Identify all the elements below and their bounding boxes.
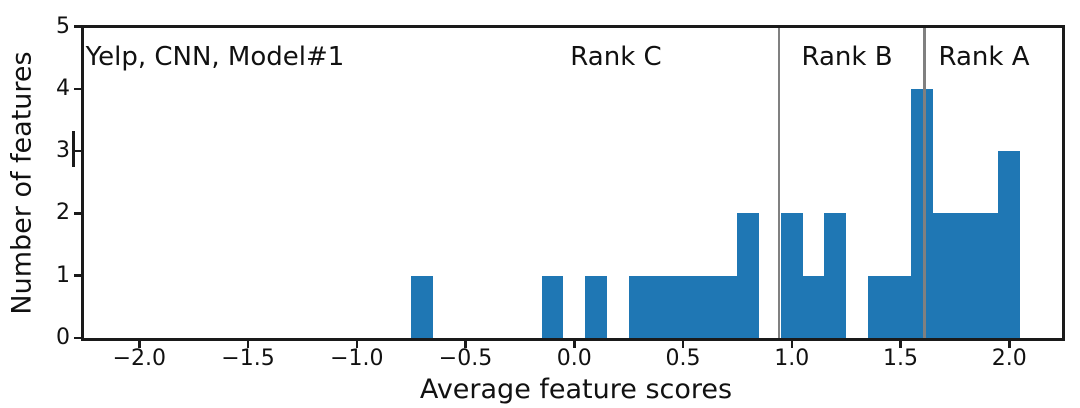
x-tick	[1008, 341, 1011, 348]
x-tick	[246, 341, 250, 348]
histogram-bar	[693, 275, 716, 338]
x-tick-label: 0.0	[556, 346, 592, 371]
x-tick-label: −1.0	[330, 346, 384, 371]
histogram-bar	[933, 213, 955, 338]
x-tick-label: 1.0	[774, 346, 810, 371]
histogram-bar	[715, 275, 738, 338]
y-tick	[74, 25, 81, 28]
y-tick-label: 4	[56, 75, 70, 101]
y-tick-label: 5	[56, 13, 70, 39]
histogram-bar	[411, 275, 433, 338]
y-tick-label: 0	[56, 325, 70, 350]
text-cursor-artifact	[72, 131, 75, 167]
x-tick	[573, 341, 576, 348]
histogram-bar	[650, 275, 673, 338]
y-tick-label: 3	[56, 138, 70, 164]
x-tick-label: 0.5	[665, 346, 701, 371]
x-tick	[355, 341, 358, 348]
histogram-bar	[802, 275, 825, 338]
histogram-bar	[737, 213, 760, 338]
plot-area	[81, 25, 1065, 341]
histogram-bar	[889, 275, 912, 338]
histogram-bar	[867, 275, 890, 338]
histogram-bar	[628, 275, 651, 338]
histogram-bar	[824, 213, 847, 338]
x-tick	[790, 341, 793, 348]
histogram-bar	[911, 88, 934, 338]
histogram-bars-layer	[84, 28, 1062, 338]
histogram-bar	[998, 151, 1021, 338]
histogram-bar	[585, 275, 607, 338]
x-tick-label: 1.5	[883, 346, 918, 371]
y-tick	[74, 149, 81, 153]
x-tick	[899, 341, 902, 348]
histogram-bar	[976, 213, 999, 338]
y-tick-label: 2	[56, 200, 70, 226]
histogram-bar	[672, 275, 694, 338]
y-tick	[74, 87, 81, 91]
region-label-rank-a: Rank A	[938, 42, 1030, 72]
x-tick-label: −0.5	[438, 346, 493, 371]
y-tick-label: 1	[56, 262, 70, 288]
x-tick-label: −2.0	[112, 346, 167, 371]
histogram-bar	[541, 275, 564, 338]
rank-threshold-lines-layer	[84, 28, 1062, 338]
x-tick	[681, 341, 685, 348]
histogram-bar	[780, 213, 803, 338]
x-tick	[138, 341, 141, 348]
region-label-rank-c: Rank C	[570, 42, 662, 72]
x-tick-label: −1.5	[221, 346, 275, 371]
histogram-bar	[954, 213, 977, 338]
x-tick-label: 2.0	[991, 346, 1027, 371]
x-tick	[464, 341, 467, 348]
dataset-model-annotation: Yelp, CNN, Model#1	[85, 42, 345, 72]
region-label-rank-b: Rank B	[801, 42, 893, 72]
y-tick	[74, 212, 81, 215]
rank-threshold-line	[923, 28, 926, 338]
rank-threshold-line	[777, 28, 780, 338]
x-axis-label: Average feature scores	[419, 374, 733, 405]
y-tick	[74, 274, 81, 277]
y-tick	[74, 336, 81, 340]
